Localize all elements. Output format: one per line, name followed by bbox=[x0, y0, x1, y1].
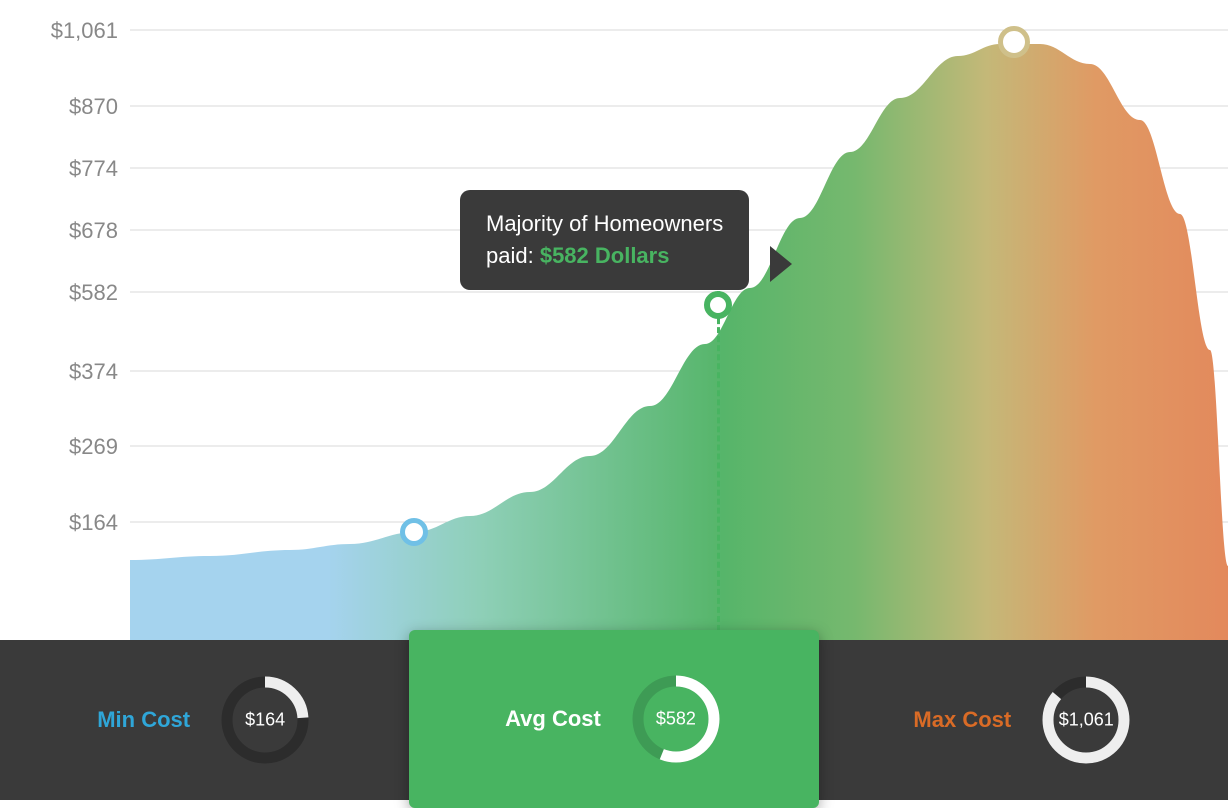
card-value: $1,061 bbox=[1059, 710, 1114, 731]
avg-cost-card: Avg Cost $582 bbox=[409, 630, 818, 808]
y-tick-label: $269 bbox=[69, 434, 118, 460]
max-marker bbox=[998, 26, 1030, 58]
avg-guideline bbox=[717, 282, 720, 640]
card-value: $164 bbox=[245, 710, 285, 731]
tooltip-line2-accent: $582 Dollars bbox=[540, 243, 670, 268]
y-tick-label: $164 bbox=[69, 510, 118, 536]
avg-tooltip: Majority of Homeowners paid: $582 Dollar… bbox=[460, 190, 749, 290]
tooltip-tail bbox=[770, 246, 792, 282]
donut: $582 bbox=[629, 672, 723, 766]
card-label: Avg Cost bbox=[505, 706, 601, 732]
y-tick-label: $582 bbox=[69, 280, 118, 306]
y-tick-label: $374 bbox=[69, 359, 118, 385]
min-cost-card: Min Cost $164 bbox=[0, 640, 409, 800]
plot-area: Majority of Homeowners paid: $582 Dollar… bbox=[130, 0, 1228, 640]
card-label: Min Cost bbox=[97, 707, 190, 733]
max-cost-card: Max Cost $1,061 bbox=[819, 640, 1228, 800]
y-tick-label: $774 bbox=[69, 156, 118, 182]
min-marker bbox=[400, 518, 428, 546]
cost-distribution-chart: $1,061 $870 $774 $678 $582 $374 $269 $164 Major… bbox=[0, 0, 1228, 640]
area-svg bbox=[130, 0, 1228, 640]
y-tick-label: $870 bbox=[69, 94, 118, 120]
donut: $1,061 bbox=[1039, 673, 1133, 767]
summary-bar: Min Cost $164 Avg Cost $582 Max Cost $1,061 bbox=[0, 640, 1228, 800]
tooltip-line2: paid: $582 Dollars bbox=[486, 240, 723, 272]
y-axis-labels: $1,061 $870 $774 $678 $582 $374 $269 $164 bbox=[0, 0, 130, 566]
y-tick-label: $678 bbox=[69, 218, 118, 244]
donut: $164 bbox=[218, 673, 312, 767]
card-value: $582 bbox=[656, 709, 696, 730]
tooltip-line2-prefix: paid: bbox=[486, 243, 540, 268]
tooltip-line1: Majority of Homeowners bbox=[486, 208, 723, 240]
card-label: Max Cost bbox=[913, 707, 1011, 733]
avg-marker bbox=[704, 291, 732, 319]
y-tick-label: $1,061 bbox=[51, 18, 118, 44]
